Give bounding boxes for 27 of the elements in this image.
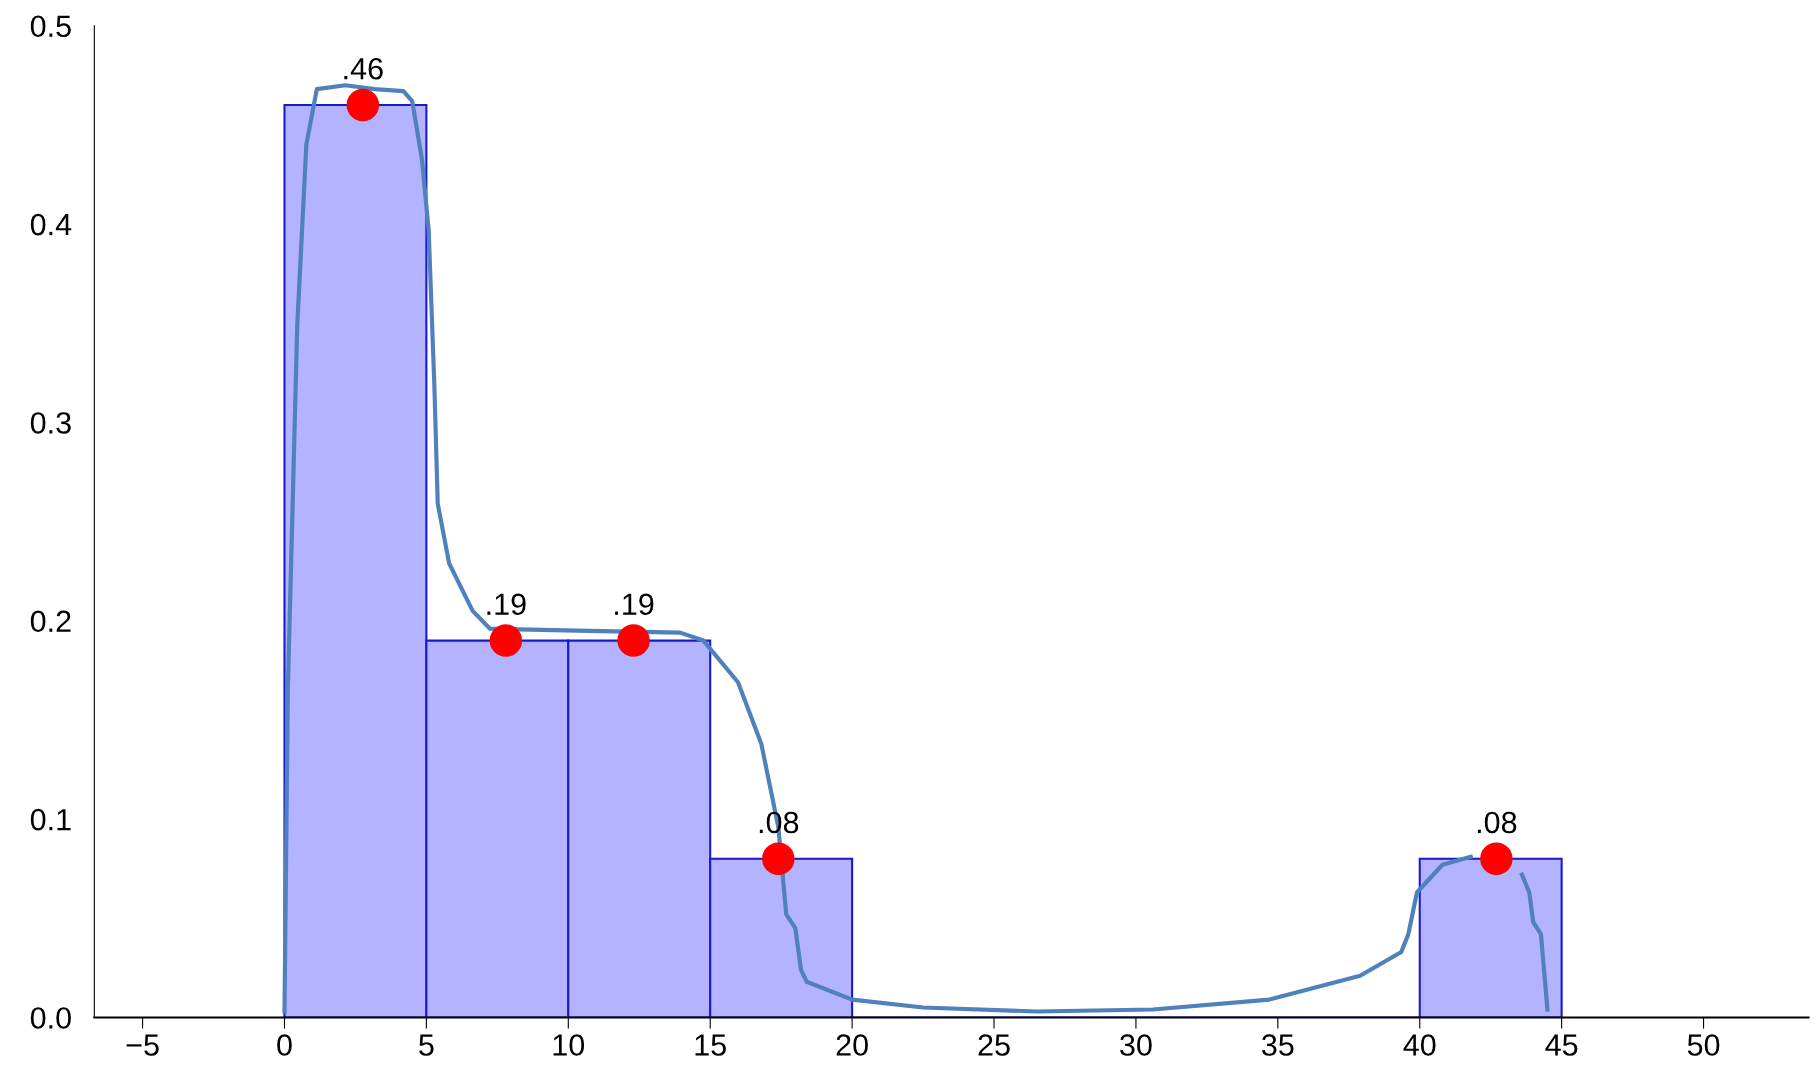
y-tick-label: 0.5 <box>30 15 71 38</box>
x-tick-label: 0 <box>277 1034 292 1056</box>
y-tick-label: 0.1 <box>30 808 71 831</box>
x-tick-label: 15 <box>695 1034 726 1056</box>
data-label: .08 <box>1477 811 1517 834</box>
point <box>346 88 380 122</box>
x-tick-label: 45 <box>1545 1034 1578 1056</box>
x-tick-label: 30 <box>1120 1034 1152 1056</box>
x-tick-label: 20 <box>836 1034 868 1056</box>
x-tick-label: 40 <box>1403 1034 1436 1056</box>
x-tick-label: 50 <box>1687 1034 1720 1056</box>
y-tick-label: 0.4 <box>30 213 72 236</box>
x-tick-label: −5 <box>126 1034 159 1056</box>
y-tick-label: 0.2 <box>30 610 71 633</box>
data-label: .19 <box>487 593 526 616</box>
y-tick-label: 0.0 <box>30 1007 71 1029</box>
data-label: .19 <box>615 593 654 616</box>
data-label: .46 <box>344 57 383 80</box>
x-tick-label: 10 <box>553 1034 585 1056</box>
point <box>617 624 650 657</box>
x-tick-label: 25 <box>978 1034 1010 1056</box>
point <box>762 842 795 875</box>
x-tick-label: 5 <box>419 1034 434 1056</box>
x-tick-label: 35 <box>1262 1034 1294 1056</box>
y-tick-label: 0.3 <box>30 412 71 434</box>
point <box>1480 842 1513 875</box>
point <box>489 624 523 657</box>
